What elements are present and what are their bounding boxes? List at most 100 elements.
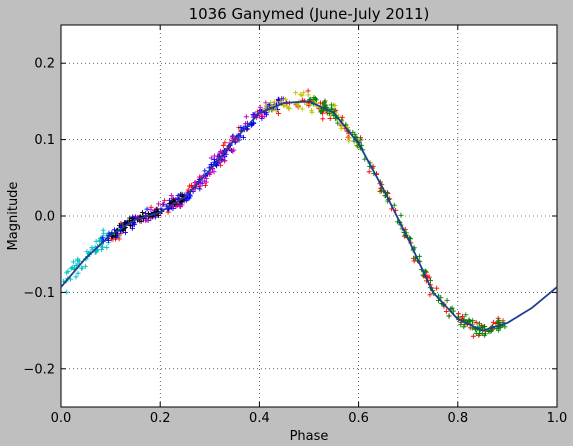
data-point bbox=[311, 94, 317, 100]
data-point bbox=[82, 263, 88, 269]
data-point bbox=[332, 115, 338, 121]
data-point bbox=[238, 124, 244, 130]
data-point bbox=[100, 227, 106, 233]
data-point bbox=[76, 258, 82, 264]
data-point bbox=[242, 121, 248, 127]
y-tick-label: 0.2 bbox=[34, 57, 55, 72]
data-point bbox=[332, 103, 338, 109]
data-point bbox=[126, 218, 132, 224]
data-point bbox=[156, 201, 162, 207]
data-point bbox=[358, 137, 364, 143]
x-tick-label: 0.4 bbox=[249, 411, 270, 426]
grid-lines bbox=[60, 25, 558, 407]
data-point bbox=[470, 333, 476, 339]
data-point bbox=[207, 171, 213, 177]
data-point bbox=[73, 274, 79, 280]
data-point bbox=[168, 192, 174, 198]
data-point bbox=[391, 202, 397, 208]
data-point bbox=[257, 104, 263, 110]
data-point bbox=[230, 148, 236, 154]
data-point bbox=[116, 236, 122, 242]
y-tick-label: −0.2 bbox=[23, 362, 55, 377]
data-point bbox=[275, 111, 281, 117]
data-point bbox=[104, 245, 110, 251]
data-point bbox=[75, 270, 81, 276]
data-point bbox=[426, 274, 432, 280]
data-point bbox=[466, 317, 472, 323]
data-point bbox=[480, 325, 486, 331]
data-point bbox=[299, 106, 305, 112]
data-point bbox=[309, 109, 315, 115]
data-point bbox=[249, 121, 255, 127]
data-point bbox=[490, 319, 496, 325]
data-point bbox=[222, 140, 228, 146]
data-point bbox=[297, 91, 303, 97]
data-point bbox=[293, 90, 299, 96]
data-point bbox=[177, 203, 183, 209]
data-point bbox=[427, 278, 433, 284]
data-point bbox=[129, 225, 135, 231]
data-point bbox=[187, 192, 193, 198]
y-tick-label: 0.1 bbox=[34, 133, 55, 148]
data-point bbox=[335, 120, 341, 126]
data-point bbox=[449, 305, 455, 311]
data-point bbox=[105, 237, 111, 243]
data-point bbox=[346, 135, 352, 141]
y-ticks: 0.2 0.1 0.0 −0.1 −0.2 bbox=[23, 57, 557, 377]
data-point bbox=[160, 202, 166, 208]
data-point bbox=[220, 142, 226, 148]
data-point bbox=[120, 227, 126, 233]
data-point bbox=[339, 114, 345, 120]
data-point bbox=[201, 178, 207, 184]
data-point bbox=[443, 308, 449, 314]
data-point bbox=[473, 330, 479, 336]
data-point bbox=[68, 265, 74, 271]
data-point bbox=[366, 169, 372, 175]
data-point bbox=[451, 308, 457, 314]
data-point bbox=[463, 312, 469, 318]
data-point bbox=[328, 102, 334, 108]
data-point bbox=[251, 112, 257, 118]
data-point bbox=[329, 106, 335, 112]
data-point bbox=[259, 113, 265, 119]
data-point bbox=[186, 195, 192, 201]
data-point bbox=[70, 259, 76, 265]
data-point bbox=[148, 207, 154, 213]
data-point bbox=[301, 90, 307, 96]
data-point bbox=[236, 137, 242, 143]
data-point bbox=[446, 313, 452, 319]
data-point bbox=[178, 191, 184, 197]
data-point bbox=[202, 182, 208, 188]
y-tick-label: 0.0 bbox=[34, 210, 55, 225]
data-point bbox=[99, 247, 105, 253]
data-point bbox=[304, 101, 310, 107]
data-point bbox=[211, 169, 217, 175]
fit-line bbox=[60, 100, 558, 332]
x-tick-label: 1.0 bbox=[547, 411, 568, 426]
data-point bbox=[263, 103, 269, 109]
data-point bbox=[479, 330, 485, 336]
data-point bbox=[248, 122, 254, 128]
data-point bbox=[139, 209, 145, 215]
data-point bbox=[283, 96, 289, 102]
data-point bbox=[93, 238, 99, 244]
data-point bbox=[352, 131, 358, 137]
data-point bbox=[231, 147, 237, 153]
data-point bbox=[218, 148, 224, 154]
data-point bbox=[99, 235, 105, 241]
data-point bbox=[175, 192, 181, 198]
data-point bbox=[323, 102, 329, 108]
data-point bbox=[275, 96, 281, 102]
data-point bbox=[327, 116, 333, 122]
data-point bbox=[459, 313, 465, 319]
data-point bbox=[138, 219, 144, 225]
data-point bbox=[213, 163, 219, 169]
data-point bbox=[99, 244, 105, 250]
y-axis-label: Magnitude bbox=[6, 182, 21, 251]
data-point bbox=[208, 155, 214, 161]
data-point bbox=[211, 153, 217, 159]
data-point bbox=[162, 198, 168, 204]
data-point bbox=[192, 179, 198, 185]
x-tick-label: 0.8 bbox=[447, 411, 468, 426]
data-point bbox=[154, 206, 160, 212]
